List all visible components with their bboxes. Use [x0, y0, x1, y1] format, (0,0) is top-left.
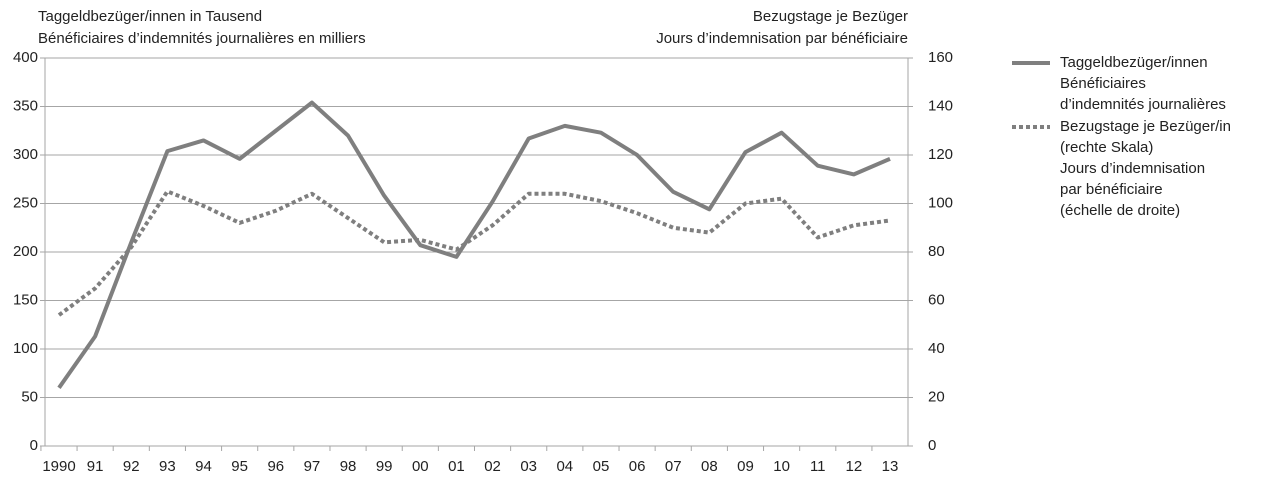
- y2-tick-label: 60: [928, 291, 945, 308]
- x-tick-label: 95: [231, 458, 248, 475]
- x-tick-label: 92: [123, 458, 140, 475]
- x-tick-label: 10: [773, 458, 790, 475]
- series-line: [57, 100, 891, 389]
- y-tick-label: 100: [13, 340, 38, 357]
- x-tick-label: 13: [882, 458, 899, 475]
- y-tick-label: 400: [13, 49, 38, 66]
- legend-label: Bénéficiaires: [1060, 75, 1146, 92]
- y-tick-label: 150: [13, 291, 38, 308]
- x-tick-label: 91: [87, 458, 104, 475]
- y2-tick-label: 160: [928, 49, 953, 66]
- legend-label: d’indemnités journalières: [1060, 96, 1226, 113]
- x-tick-label: 93: [159, 458, 176, 475]
- y2-axis-title: Jours d’indemnisation par bénéficiaire: [656, 30, 908, 47]
- x-tick-label: 01: [448, 458, 465, 475]
- y2-tick-label: 100: [928, 194, 953, 211]
- x-tick-label: 03: [520, 458, 537, 475]
- y-tick-label: 200: [13, 243, 38, 260]
- x-tick-label: 04: [556, 458, 573, 475]
- y2-tick-label: 80: [928, 243, 945, 260]
- legend-label: (rechte Skala): [1060, 139, 1153, 156]
- legend-label: par bénéficiaire: [1060, 181, 1163, 198]
- y-tick-label: 0: [30, 437, 38, 454]
- y-tick-label: 50: [21, 388, 38, 405]
- x-tick-label: 12: [846, 458, 863, 475]
- y2-tick-label: 120: [928, 146, 953, 163]
- x-tick-label: 11: [810, 458, 826, 475]
- x-tick-label: 96: [267, 458, 284, 475]
- plot-frame: [44, 57, 909, 447]
- y-axis-title: Bénéficiaires d’indemnités journalières …: [38, 30, 366, 47]
- x-tick-label: 98: [340, 458, 357, 475]
- y-tick-label: 250: [13, 194, 38, 211]
- y2-axis-title: Bezugstage je Bezüger: [753, 8, 908, 25]
- x-tick-label: 97: [304, 458, 321, 475]
- x-tick-label: 99: [376, 458, 393, 475]
- y2-tick-label: 40: [928, 340, 945, 357]
- legend-label: Jours d’indemnisation: [1060, 160, 1205, 177]
- x-tick-label: 07: [665, 458, 682, 475]
- legend-label: Taggeldbezüger/innen: [1060, 54, 1208, 71]
- x-tick-label: 94: [195, 458, 212, 475]
- x-tick-label: 05: [593, 458, 610, 475]
- x-tick-label: 09: [737, 458, 754, 475]
- legend-label: (échelle de droite): [1060, 202, 1180, 219]
- x-tick-label: 08: [701, 458, 718, 475]
- y2-tick-label: 140: [928, 97, 953, 114]
- y2-tick-label: 20: [928, 388, 945, 405]
- x-tick-label: 02: [484, 458, 501, 475]
- y-axis-title: Taggeldbezüger/innen in Tausend: [38, 8, 262, 25]
- y-tick-label: 350: [13, 97, 38, 114]
- y-tick-label: 300: [13, 146, 38, 163]
- x-tick-label: 06: [629, 458, 646, 475]
- y2-tick-label: 0: [928, 437, 936, 454]
- x-tick-label: 1990: [42, 458, 75, 475]
- series-line: [57, 189, 891, 317]
- x-tick-label: 00: [412, 458, 429, 475]
- legend-label: Bezugstage je Bezüger/in: [1060, 118, 1231, 135]
